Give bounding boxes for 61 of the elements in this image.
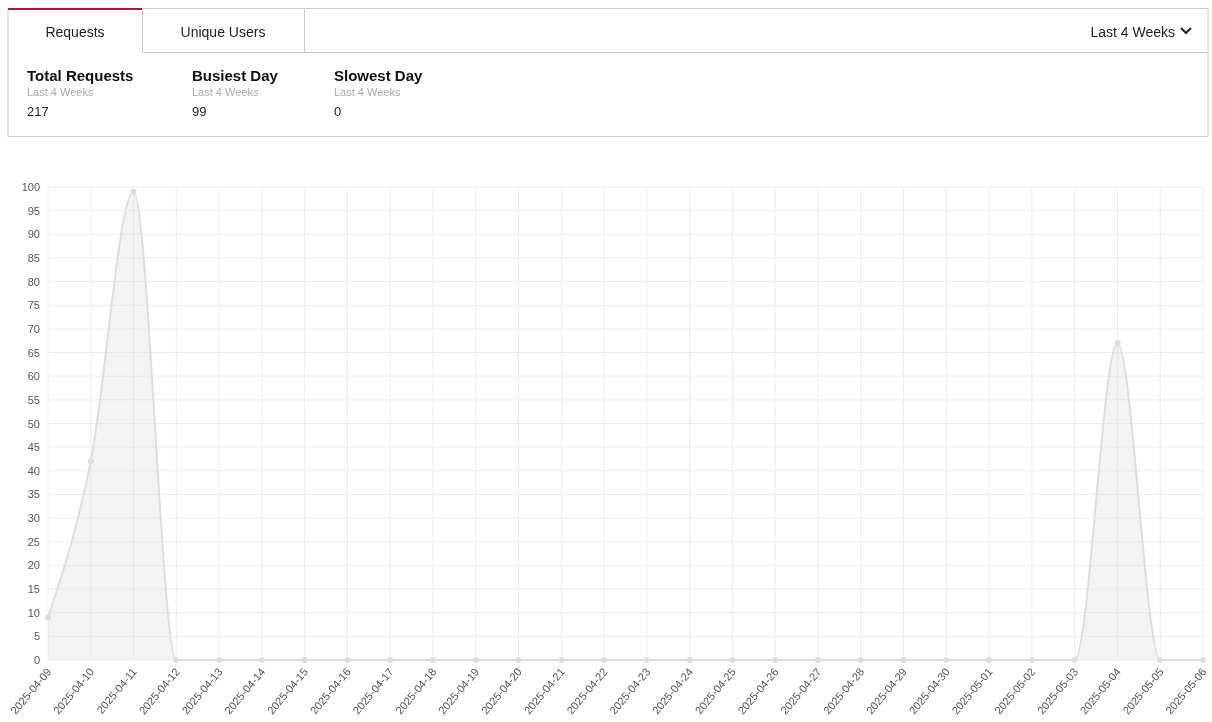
point [173,657,180,663]
text: Last 4 Weeks [27,86,94,98]
y-tick-label: 65 [27,346,40,359]
y-tick-label: 75 [27,299,40,312]
point [472,657,479,663]
point [130,188,137,195]
point [515,657,522,663]
y-tick-label: 55 [27,393,40,406]
y-tick-label: 60 [27,370,40,383]
y-tick-label: 10 [27,606,40,619]
y-tick-label: 30 [27,512,40,525]
text: Last 4 Weeks [1090,24,1175,40]
text: Slowest Day [334,67,424,84]
point [1114,340,1121,347]
text: Last 4 Weeks [192,86,259,98]
text: 0 [334,104,342,119]
point [87,458,94,465]
point [1200,657,1206,663]
point [900,657,907,663]
point [815,657,821,663]
text: Busiest Day [192,67,279,84]
point [258,657,265,663]
y-tick-label: 85 [27,251,40,264]
y-tick-label: 45 [27,441,40,454]
y-tick-label: 40 [27,464,40,477]
text: 99 [192,104,207,119]
text: 217 [27,104,49,119]
y-tick-label: 35 [27,488,40,501]
point [943,657,950,663]
y-tick-label: 15 [27,583,40,596]
text: Last 4 Weeks [334,86,401,98]
y-tick-label: 50 [27,417,40,430]
point [1028,657,1035,663]
y-tick-label: 70 [27,322,40,335]
y-tick-label: 0 [33,654,40,666]
y-tick-label: 100 [21,181,40,193]
point [686,657,693,663]
y-tick-label: 25 [27,535,40,548]
point [1157,657,1164,663]
point [558,657,565,663]
y-tick-label: 5 [33,630,40,643]
point [601,657,608,663]
text: Unique Users [180,24,266,40]
point [772,657,779,663]
y-tick-label: 90 [27,228,40,241]
point [45,614,51,621]
point [216,657,223,663]
y-tick-label: 95 [27,204,40,217]
point [387,657,394,663]
point [857,657,864,663]
text: Total Requests [27,67,134,84]
point [301,657,308,663]
text: Requests [45,24,105,40]
point [643,657,650,663]
point [344,657,351,663]
point [729,657,736,663]
point [430,657,436,663]
point [986,657,993,663]
y-tick-label: 20 [27,559,40,572]
point [1071,657,1078,663]
y-tick-label: 80 [27,275,40,288]
